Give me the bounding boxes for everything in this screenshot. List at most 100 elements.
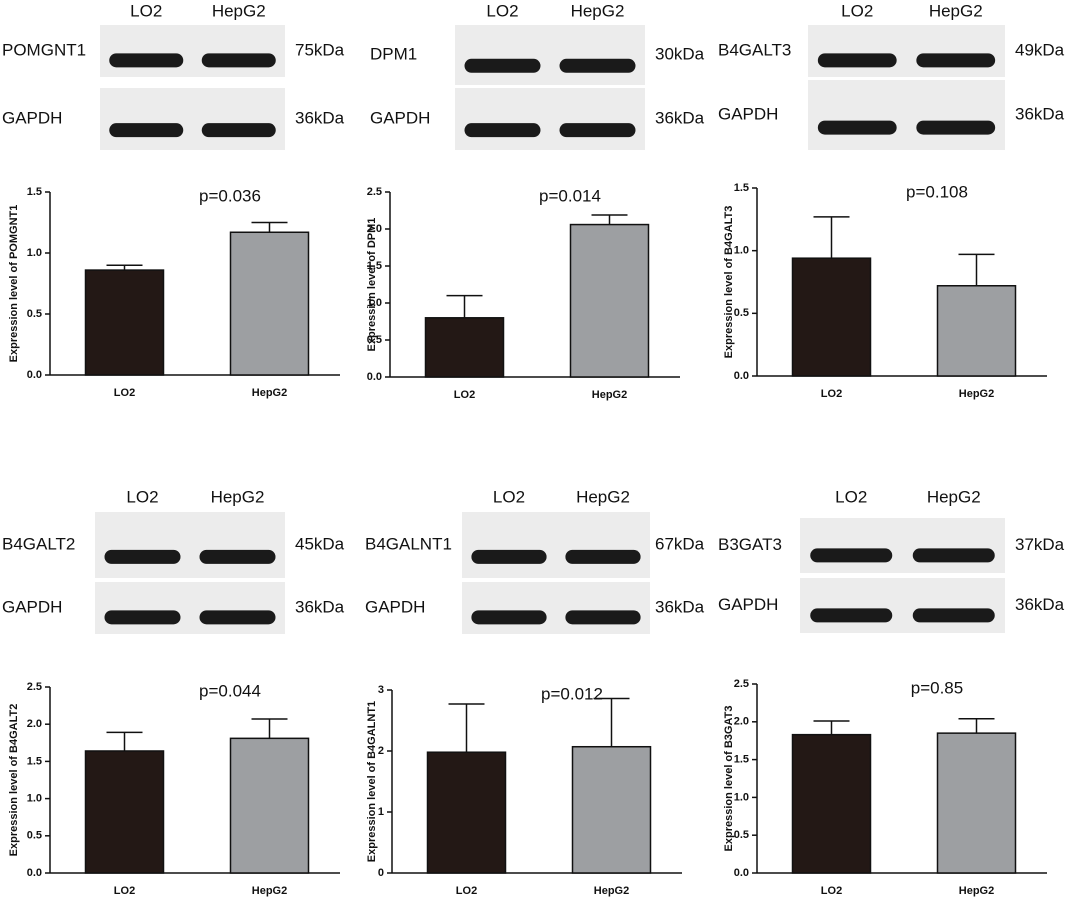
blot-band (471, 549, 547, 564)
bar (424, 317, 505, 378)
y-axis-label: Expression level of B4GALT3 (723, 206, 735, 359)
blot-band (912, 608, 995, 623)
blot-membrane (808, 25, 1005, 77)
size-label: 49kDa (1015, 40, 1065, 59)
y-tick-label: 1.5 (734, 754, 749, 766)
y-tick-label: 1.0 (734, 791, 749, 803)
size-label: 30kDa (655, 44, 705, 63)
y-tick-label: 2 (378, 745, 384, 757)
y-tick-label: 1.0 (367, 297, 382, 309)
blot-band (817, 53, 897, 68)
lane-label: LO2 (486, 1, 518, 20)
p-value: p=0.036 (199, 186, 261, 205)
blot-band (104, 610, 181, 625)
bar (791, 733, 872, 874)
blot-band (464, 58, 541, 73)
blot-band (912, 548, 995, 563)
x-tick-label: HepG2 (959, 388, 994, 400)
y-tick-label: 0.0 (367, 371, 382, 383)
x-tick-label: LO2 (821, 885, 842, 897)
blot-membrane (808, 80, 1005, 150)
y-tick-label: 1.5 (27, 186, 42, 198)
p-value: p=0.014 (539, 186, 601, 205)
blot-membrane (95, 582, 285, 634)
bar (936, 732, 1017, 874)
y-tick-label: 0.0 (27, 369, 42, 381)
blot-band (464, 123, 541, 138)
size-label: 36kDa (655, 108, 705, 127)
y-tick-label: 0.5 (367, 334, 382, 346)
y-tick-label: 0.5 (27, 830, 42, 842)
blot-band (810, 608, 893, 623)
lane-label: HepG2 (571, 1, 625, 20)
bar (569, 223, 650, 378)
blot-band (104, 549, 181, 564)
bar (791, 257, 872, 377)
blot-band (109, 53, 184, 68)
protein-label: GAPDH (2, 597, 62, 616)
protein-label: B4GALT3 (718, 40, 791, 59)
protein-label: GAPDH (365, 597, 425, 616)
y-tick-label: 1.0 (734, 245, 749, 257)
blot-band (565, 549, 641, 564)
bar (229, 737, 310, 874)
y-tick-label: 2.5 (367, 186, 382, 198)
bar (936, 285, 1017, 377)
y-tick-label: 0.5 (734, 829, 749, 841)
y-tick-label: 1.0 (27, 793, 42, 805)
blot-band (201, 53, 276, 68)
lane-label: HepG2 (211, 487, 265, 506)
y-axis-label: Expression level of POMGNT1 (8, 205, 20, 363)
lane-label: LO2 (835, 487, 867, 506)
bar (426, 751, 507, 874)
y-tick-label: 0.0 (27, 867, 42, 879)
size-label: 45kDa (295, 534, 345, 553)
y-tick-label: 1.5 (734, 182, 749, 194)
x-tick-label: LO2 (456, 885, 477, 897)
blot-band (201, 123, 276, 138)
y-tick-label: 0.0 (734, 370, 749, 382)
x-tick-label: LO2 (114, 885, 135, 897)
protein-label: B4GALT2 (2, 534, 75, 553)
p-value: p=0.012 (541, 684, 603, 703)
size-label: 75kDa (295, 40, 345, 59)
blot-membrane (800, 578, 1005, 633)
x-tick-label: LO2 (821, 388, 842, 400)
lane-label: HepG2 (212, 1, 266, 20)
p-value: p=0.108 (906, 182, 968, 201)
blot-band (916, 120, 996, 135)
blot-membrane (95, 512, 285, 578)
blot-membrane (455, 88, 645, 150)
bar (229, 231, 310, 376)
p-value: p=0.85 (911, 678, 963, 697)
size-label: 36kDa (1015, 595, 1065, 614)
blot-membrane (462, 512, 650, 578)
lane-label: HepG2 (927, 487, 981, 506)
blot-band (199, 610, 276, 625)
blot-membrane (100, 88, 285, 150)
y-tick-label: 1 (378, 806, 384, 818)
blot-band (559, 123, 636, 138)
lane-label: LO2 (126, 487, 158, 506)
blot-membrane (462, 582, 650, 634)
size-label: 37kDa (1015, 535, 1065, 554)
y-axis-label: Expression level of B4GALNT1 (366, 701, 378, 862)
protein-label: GAPDH (718, 104, 778, 123)
size-label: 36kDa (1015, 104, 1065, 123)
lane-label: LO2 (493, 487, 525, 506)
y-tick-label: 0 (378, 867, 384, 879)
protein-label: GAPDH (370, 108, 430, 127)
protein-label: B3GAT3 (718, 535, 782, 554)
y-tick-label: 2.0 (734, 716, 749, 728)
blot-membrane (455, 25, 645, 85)
lane-label: LO2 (130, 1, 162, 20)
x-tick-label: LO2 (454, 389, 475, 401)
x-tick-label: LO2 (114, 387, 135, 399)
protein-label: B4GALNT1 (365, 534, 452, 553)
protein-label: GAPDH (718, 595, 778, 614)
size-label: 67kDa (655, 534, 705, 553)
x-tick-label: HepG2 (252, 387, 287, 399)
y-tick-label: 0.5 (734, 307, 749, 319)
y-tick-label: 0.0 (734, 867, 749, 879)
